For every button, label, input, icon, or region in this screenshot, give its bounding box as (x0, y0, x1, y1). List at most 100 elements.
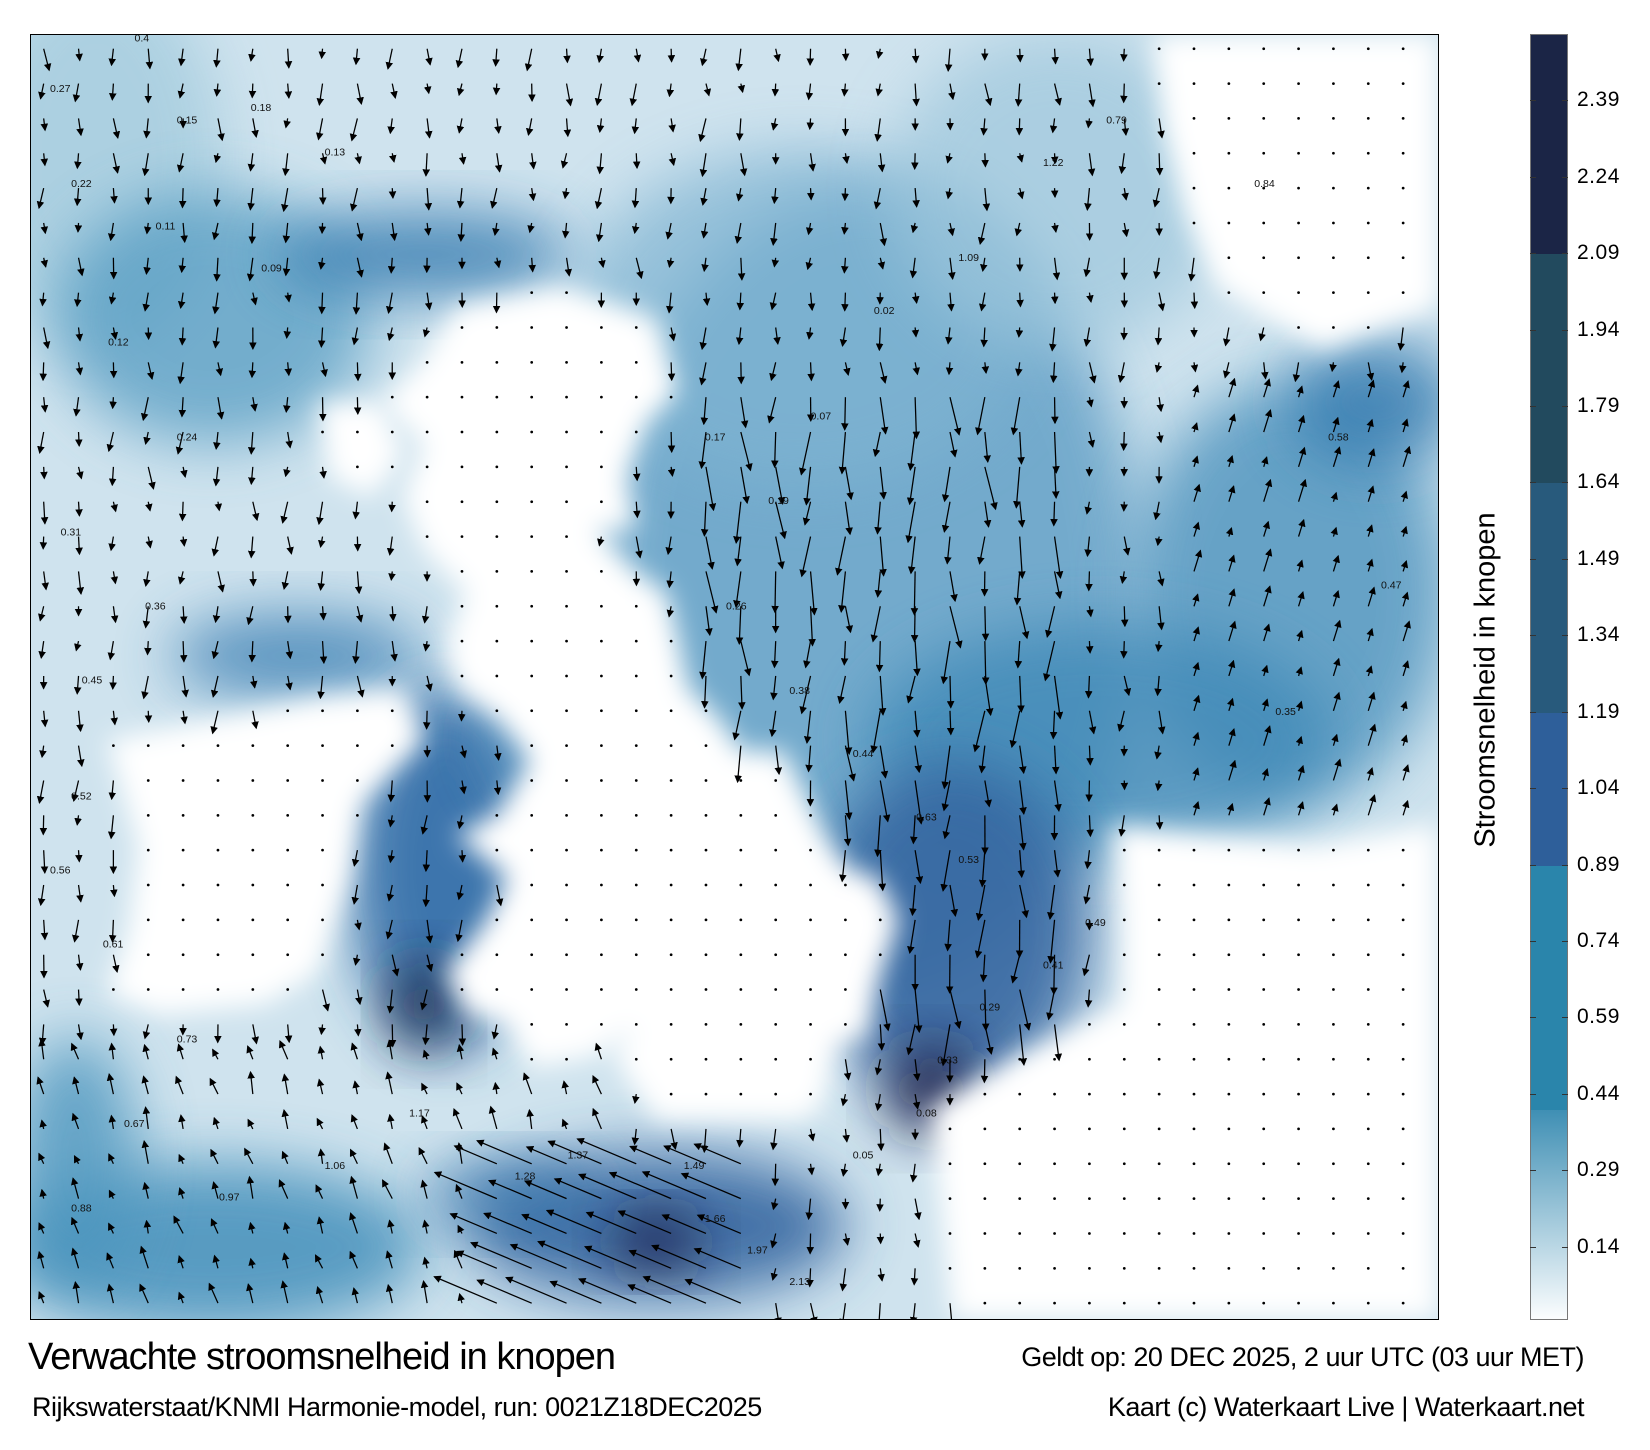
current-arrow (841, 257, 849, 274)
current-arrow (771, 432, 779, 469)
grid-dot (495, 360, 499, 364)
grid-dot (1227, 186, 1231, 190)
current-arrow (1331, 733, 1339, 746)
grid-dot (1227, 1266, 1231, 1270)
grid-dot (600, 326, 603, 329)
current-arrow (459, 745, 467, 759)
current-arrow (1192, 521, 1201, 537)
current-arrow (805, 83, 814, 101)
current-arrow (1292, 362, 1301, 383)
current-arrow (1019, 745, 1027, 775)
grid-dot (1332, 326, 1335, 329)
current-arrow (807, 1163, 815, 1176)
current-arrow (699, 641, 707, 680)
current-arrow (911, 292, 920, 304)
current-arrow (1225, 526, 1234, 537)
current-arrow (1085, 641, 1094, 654)
current-arrow (1263, 623, 1271, 642)
current-arrow (1153, 257, 1161, 280)
current-arrow (433, 1275, 498, 1304)
grid-dot (321, 744, 324, 748)
current-arrow (455, 1250, 498, 1269)
grid-dot (181, 848, 185, 852)
grid-dot (1297, 883, 1300, 887)
colorbar-tick (1530, 711, 1536, 713)
grid-dot (739, 918, 743, 922)
speed-label: 1.28 (515, 1171, 536, 1183)
speed-label: 0.38 (789, 685, 810, 697)
current-arrow (247, 431, 256, 455)
current-arrow (701, 257, 709, 273)
speed-label: 0.29 (980, 1002, 1001, 1014)
current-arrow (771, 83, 780, 97)
current-arrow (1120, 83, 1128, 104)
current-arrow (946, 675, 955, 709)
current-arrow (456, 188, 465, 209)
current-arrow (1398, 362, 1407, 374)
current-arrow (631, 188, 640, 209)
current-arrow (76, 710, 84, 733)
current-arrow (250, 292, 258, 306)
current-arrow (70, 1042, 80, 1060)
grid-dot (286, 848, 290, 852)
grid-dot (1401, 988, 1405, 991)
grid-dot (1122, 1057, 1126, 1061)
grid-dot (1297, 221, 1300, 225)
grid-dot (1366, 1301, 1370, 1305)
grid-dot (1297, 1162, 1300, 1166)
current-arrow (1088, 83, 1096, 108)
current-arrow (143, 571, 151, 587)
current-arrow (1192, 661, 1200, 677)
colorbar-tick (1530, 100, 1536, 102)
grid-dot (1227, 953, 1231, 957)
speed-label: 1.49 (684, 1160, 705, 1172)
speed-label: 0.56 (50, 864, 71, 876)
current-arrow (389, 222, 398, 242)
current-arrow (910, 1268, 919, 1286)
current-arrow (693, 1143, 742, 1165)
grid-dot (530, 465, 534, 469)
current-arrow (388, 571, 396, 582)
current-arrow (1366, 558, 1374, 572)
current-arrow (36, 187, 45, 210)
current-arrow (948, 83, 956, 101)
grid-dot (600, 570, 603, 573)
current-arrow (457, 1292, 465, 1304)
current-arrow (1297, 446, 1307, 468)
current-arrow (1017, 850, 1026, 879)
current-arrow (505, 1276, 567, 1304)
speed-label: 0.12 (108, 336, 129, 348)
grid-dot (1018, 1162, 1022, 1166)
current-arrow (906, 466, 916, 506)
current-arrow (949, 397, 962, 436)
current-arrow (351, 1287, 360, 1304)
grid-dot (600, 813, 603, 817)
grid-dot (704, 744, 708, 748)
grid-dot (356, 813, 359, 817)
current-arrow (425, 48, 433, 66)
current-arrow (1019, 780, 1027, 816)
grid-dot (1262, 256, 1266, 260)
grid-dot (634, 813, 638, 817)
current-arrow (315, 118, 324, 141)
current-arrow (356, 257, 364, 278)
current-arrow (770, 641, 779, 669)
current-arrow (281, 1109, 289, 1130)
current-arrow (1297, 518, 1306, 537)
current-arrow (874, 571, 883, 598)
speed-label: 0.84 (1254, 178, 1275, 190)
grid-dot (1227, 117, 1231, 120)
current-arrow (909, 884, 917, 917)
current-arrow (387, 257, 396, 274)
current-arrow (734, 745, 742, 784)
current-arrow (180, 222, 188, 244)
grid-dot (669, 988, 673, 991)
grid-dot (286, 813, 290, 817)
current-arrow (913, 710, 921, 738)
current-arrow (1049, 362, 1058, 384)
current-arrow (216, 397, 225, 420)
current-speed-map[interactable]: 0.4 0.27 0.15 0.22 0.18 0.13 0.11 0.09 0.12 0.24 0… (30, 34, 1439, 1320)
current-arrow (37, 1250, 45, 1269)
current-arrow (422, 850, 431, 873)
grid-dot (390, 744, 394, 748)
